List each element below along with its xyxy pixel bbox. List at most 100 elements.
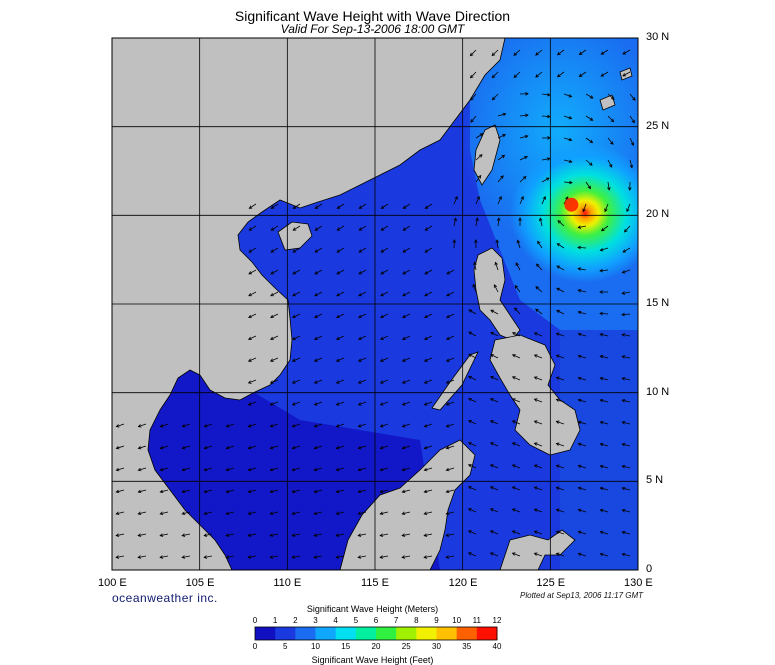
- wave-arrow: [541, 93, 551, 97]
- wave-arrow: [599, 376, 609, 381]
- wave-arrow: [313, 445, 323, 450]
- wave-arrow: [401, 357, 411, 362]
- wave-arrow: [269, 555, 279, 559]
- wave-arrow: [555, 376, 565, 381]
- wave-arrow: [511, 420, 521, 425]
- wave-arrow: [475, 154, 483, 161]
- wave-arrow: [452, 239, 457, 249]
- wave-arrow: [607, 115, 615, 123]
- wave-arrow: [622, 247, 631, 253]
- wave-arrow: [247, 445, 257, 450]
- wave-arrow: [533, 464, 543, 469]
- wave-arrow: [292, 247, 301, 253]
- wave-arrow: [159, 489, 169, 494]
- feet-tick-label: 10: [311, 642, 320, 651]
- wave-arrow: [519, 155, 528, 161]
- wave-arrow: [533, 332, 543, 337]
- land-sulawesi: [499, 529, 576, 570]
- wave-arrow: [181, 445, 191, 450]
- wave-arrow: [467, 552, 477, 557]
- chart-title: Significant Wave Height with Wave Direct…: [234, 8, 511, 24]
- wave-arrow: [313, 511, 323, 516]
- wave-arrow: [357, 489, 367, 494]
- wave-arrow: [489, 486, 499, 491]
- wave-arrow: [600, 49, 609, 55]
- wave-arrow: [446, 269, 455, 275]
- wave-arrow: [491, 49, 499, 57]
- colorbar-swatch: [355, 627, 377, 640]
- wave-arrow: [556, 49, 565, 56]
- wave-arrow: [555, 354, 565, 359]
- land-hainan: [277, 221, 313, 251]
- wave-arrow: [475, 133, 484, 139]
- wave-arrow: [555, 530, 565, 535]
- feet-tick-label: 5: [283, 642, 288, 651]
- lat-label: 10 N: [646, 385, 670, 398]
- colorbar-swatch: [255, 627, 276, 640]
- wave-arrow: [556, 265, 565, 271]
- wave-arrow: [379, 467, 389, 472]
- wave-arrow: [357, 423, 367, 428]
- lat-label: 0: [646, 563, 653, 575]
- wave-arrow: [555, 398, 565, 403]
- wave-arrow: [248, 291, 257, 297]
- colorbar-frame: [254, 626, 498, 641]
- wave-arrow: [563, 115, 573, 120]
- wave-arrow: [577, 310, 587, 315]
- wave-arrow: [335, 445, 345, 450]
- wave-arrow: [511, 354, 521, 359]
- wave-arrow: [497, 154, 506, 161]
- scs-calm-zone: [112, 360, 440, 570]
- wave-arrow: [621, 420, 631, 425]
- wave-arrow: [621, 552, 631, 557]
- wave-arrow: [269, 423, 279, 428]
- wave-arrow: [445, 423, 455, 428]
- wave-arrow: [225, 533, 235, 537]
- wave-arrow: [203, 445, 213, 450]
- feet-tick-label: 25: [401, 642, 411, 651]
- wave-arrow: [270, 225, 279, 231]
- wave-arrow: [629, 115, 635, 124]
- wave-arrow: [497, 134, 507, 139]
- wave-arrow: [247, 357, 257, 362]
- meter-tick-label: 4: [333, 616, 338, 625]
- wave-arrow: [490, 309, 499, 315]
- wave-arrow: [585, 115, 594, 121]
- wave-arrow: [336, 247, 345, 253]
- lon-label: 130 E: [624, 577, 653, 589]
- wave-arrow: [489, 420, 499, 425]
- wave-arrow: [519, 92, 529, 96]
- wave-arrow: [379, 423, 389, 428]
- wave-arrow: [491, 71, 499, 79]
- wave-arrow: [336, 203, 345, 209]
- wave-arrow: [203, 511, 213, 516]
- wave-arrow: [401, 555, 411, 559]
- wave-arrow: [453, 217, 457, 227]
- wave-arrow: [599, 268, 609, 273]
- wave-arrow: [555, 442, 565, 447]
- wave-arrow: [291, 357, 301, 362]
- meter-tick-label: 8: [414, 616, 419, 625]
- wave-arrow: [357, 335, 367, 340]
- wave-arrow: [181, 423, 191, 428]
- wave-arrow: [599, 354, 609, 359]
- wave-arrow: [358, 291, 367, 297]
- lon-label: 120 E: [448, 577, 478, 589]
- wave-arrow: [497, 112, 507, 117]
- wave-arrow: [424, 291, 433, 297]
- color-scale-bar: [254, 626, 498, 641]
- wave-arrow: [629, 137, 635, 146]
- wave-arrow: [423, 423, 433, 428]
- wave-arrow: [270, 247, 279, 253]
- wave-arrow: [445, 511, 455, 516]
- wave-arrow: [424, 269, 433, 275]
- wave-arrow: [629, 93, 636, 101]
- wave-arrow: [511, 508, 521, 513]
- wave-arrow: [247, 379, 257, 384]
- wave-arrow: [600, 225, 609, 232]
- wave-arrow: [556, 243, 565, 249]
- wave-arrow: [555, 508, 565, 513]
- wave-arrow: [514, 284, 521, 293]
- wave-arrow: [475, 174, 482, 183]
- wave-arrow: [336, 313, 345, 319]
